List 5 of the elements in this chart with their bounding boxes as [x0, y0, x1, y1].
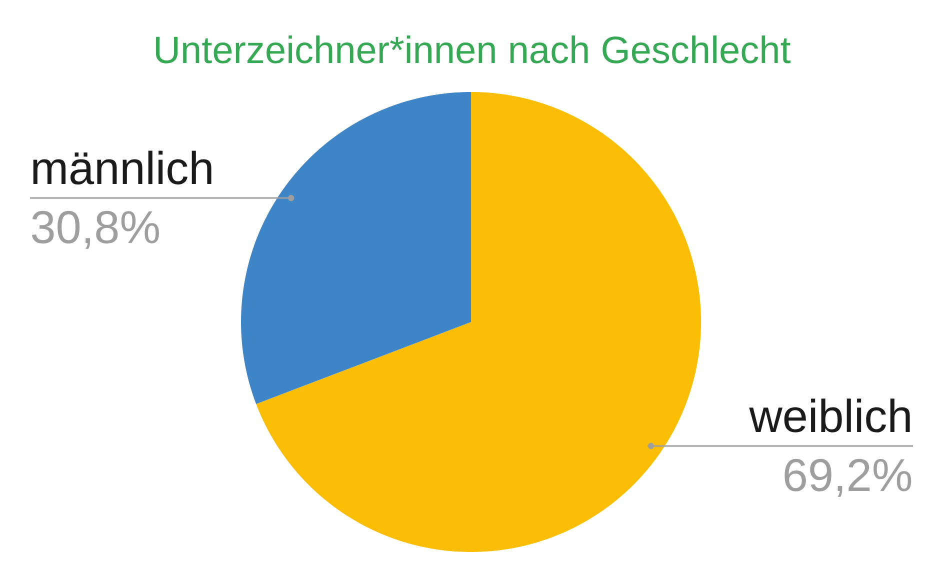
slice-label: männlich	[33, 150, 212, 185]
data-label: 30,8%	[32, 210, 159, 249]
chart-title: Unterzeichner*innen nach Geschlecht	[156, 35, 791, 64]
data-label: 69,2%	[784, 458, 912, 497]
slice-label: weiblich	[749, 398, 910, 432]
